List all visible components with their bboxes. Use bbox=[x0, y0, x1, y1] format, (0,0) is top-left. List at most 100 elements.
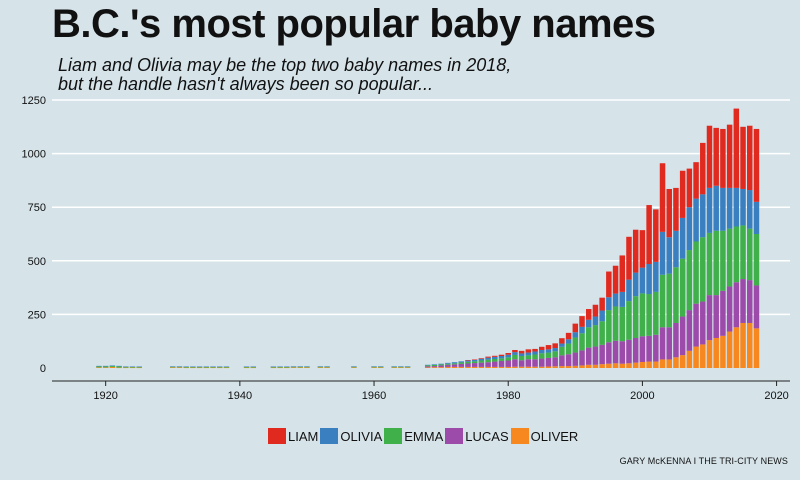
bar-olivia-2014 bbox=[733, 187, 740, 227]
bar-liam-1984 bbox=[532, 348, 538, 352]
bar-olivia-1995 bbox=[606, 297, 612, 311]
bar-oliver-1970 bbox=[438, 367, 444, 368]
x-tick-label: 1960 bbox=[362, 390, 386, 402]
bar-emma-1960 bbox=[371, 366, 377, 368]
bar-emma-2007 bbox=[686, 250, 693, 311]
bar-olivia-1925 bbox=[136, 366, 142, 367]
bar-oliver-2008 bbox=[693, 346, 699, 368]
bar-oliver-1925 bbox=[136, 367, 142, 369]
bar-emma-1999 bbox=[632, 296, 639, 338]
bar-oliver-1963 bbox=[391, 367, 397, 368]
bar-liam-1981 bbox=[512, 349, 518, 353]
bar-oliver-2009 bbox=[700, 344, 706, 368]
bar-liam-2002 bbox=[653, 209, 659, 262]
bar-emma-1935 bbox=[203, 366, 210, 368]
bar-oliver-1931 bbox=[176, 367, 183, 368]
bar-olivia-1919 bbox=[96, 365, 102, 367]
bar-emma-1971 bbox=[445, 363, 451, 365]
bar-olivia-1990 bbox=[572, 332, 579, 338]
bar-emma-1934 bbox=[196, 366, 203, 368]
bar-liam-2006 bbox=[679, 170, 686, 218]
bar-oliver-1978 bbox=[492, 366, 498, 368]
y-tick-label: 1000 bbox=[22, 149, 46, 161]
bar-olivia-1974 bbox=[465, 360, 471, 362]
bar-lucas-1999 bbox=[632, 337, 639, 363]
bar-lucas-2000 bbox=[639, 336, 646, 362]
bar-olivia-2009 bbox=[700, 194, 706, 238]
bar-emma-1931 bbox=[176, 366, 183, 368]
bar-oliver-1994 bbox=[599, 364, 605, 368]
bar-oliver-2001 bbox=[646, 361, 652, 368]
bar-oliver-1936 bbox=[210, 367, 216, 369]
bar-olivia-2008 bbox=[693, 198, 699, 242]
bar-oliver-1935 bbox=[203, 367, 210, 369]
bar-emma-1948 bbox=[290, 366, 297, 368]
bar-lucas-1995 bbox=[606, 342, 612, 364]
bar-olivia-2006 bbox=[679, 217, 686, 259]
bar-olivia-1923 bbox=[123, 366, 129, 367]
bar-liam-2015 bbox=[740, 126, 746, 189]
bar-lucas-1970 bbox=[438, 365, 444, 368]
bar-olivia-2013 bbox=[726, 187, 733, 229]
bar-olivia-1973 bbox=[458, 361, 465, 363]
bar-olivia-1960 bbox=[371, 366, 377, 367]
bar-olivia-1968 bbox=[424, 364, 431, 366]
bar-oliver-2012 bbox=[720, 335, 726, 368]
bar-liam-2009 bbox=[700, 142, 706, 195]
bar-olivia-1978 bbox=[492, 356, 498, 359]
bar-emma-2010 bbox=[706, 232, 713, 296]
bar-olivia-1979 bbox=[498, 355, 505, 359]
bar-lucas-1968 bbox=[424, 366, 431, 368]
bar-liam-1974 bbox=[465, 360, 471, 361]
bar-emma-1990 bbox=[572, 337, 579, 353]
bar-olivia-1964 bbox=[398, 366, 404, 367]
bar-lucas-1997 bbox=[619, 341, 626, 364]
bar-liam-1977 bbox=[485, 356, 491, 358]
stacked-bar-chart: 1920 1940 1960 1980 2000 2020 0 250 500 750 1000 1… bbox=[22, 95, 790, 402]
bar-emma-1930 bbox=[170, 366, 176, 368]
bar-emma-1997 bbox=[619, 306, 626, 342]
bar-oliver-1980 bbox=[505, 366, 511, 368]
bar-oliver-1946 bbox=[277, 367, 283, 369]
bar-emma-2000 bbox=[639, 293, 646, 337]
bar-liam-1985 bbox=[539, 346, 545, 350]
bar-emma-1919 bbox=[96, 366, 102, 368]
bar-oliver-1937 bbox=[216, 367, 223, 369]
bar-oliver-1934 bbox=[196, 367, 203, 369]
bar-emma-1982 bbox=[518, 355, 525, 361]
bar-oliver-2010 bbox=[706, 340, 713, 368]
bar-emma-1969 bbox=[431, 364, 438, 367]
bar-emma-2002 bbox=[653, 291, 659, 335]
bar-emma-1950 bbox=[304, 366, 310, 368]
bar-liam-1980 bbox=[505, 352, 511, 355]
bar-lucas-2008 bbox=[693, 303, 699, 347]
bar-olivia-1994 bbox=[599, 310, 605, 322]
subtitle-line-2: but the handle hasn't always been so pop… bbox=[58, 74, 434, 94]
bar-olivia-1924 bbox=[129, 366, 136, 367]
bar-olivia-1971 bbox=[445, 362, 451, 364]
bar-lucas-1976 bbox=[478, 362, 485, 367]
bar-emma-1947 bbox=[284, 366, 290, 368]
legend-item-oliver: OLIVER bbox=[510, 428, 578, 444]
bar-oliver-1950 bbox=[304, 367, 310, 368]
legend: LIAM OLIVIA EMMA LUCAS OLIVER bbox=[268, 428, 580, 444]
bar-oliver-2013 bbox=[726, 331, 733, 368]
bar-oliver-2000 bbox=[639, 361, 646, 368]
legend-swatch bbox=[384, 428, 403, 444]
bar-lucas-1980 bbox=[505, 360, 511, 367]
bar-olivia-1938 bbox=[223, 366, 230, 367]
bar-liam-1988 bbox=[559, 338, 565, 344]
bar-oliver-2017 bbox=[753, 328, 760, 368]
x-tick-label: 1980 bbox=[496, 390, 520, 402]
bar-emma-1978 bbox=[492, 358, 498, 362]
bar-liam-1979 bbox=[498, 354, 505, 356]
bar-olivia-1921 bbox=[109, 365, 116, 366]
bar-emma-1953 bbox=[324, 366, 330, 368]
bar-emma-2001 bbox=[646, 294, 652, 336]
bar-emma-1963 bbox=[391, 366, 397, 368]
x-tick-label: 2000 bbox=[630, 390, 654, 402]
bar-lucas-2017 bbox=[753, 285, 760, 329]
bar-liam-2012 bbox=[720, 128, 726, 188]
bar-olivia-1961 bbox=[377, 366, 384, 367]
bar-oliver-1979 bbox=[498, 366, 505, 368]
